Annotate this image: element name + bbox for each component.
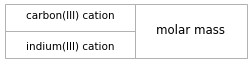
Bar bbox=[135, 4, 247, 58]
Text: molar mass: molar mass bbox=[156, 24, 225, 38]
Text: carbon(III) cation: carbon(III) cation bbox=[26, 10, 114, 21]
Bar bbox=[5, 4, 135, 58]
Text: indium(III) cation: indium(III) cation bbox=[26, 41, 114, 52]
